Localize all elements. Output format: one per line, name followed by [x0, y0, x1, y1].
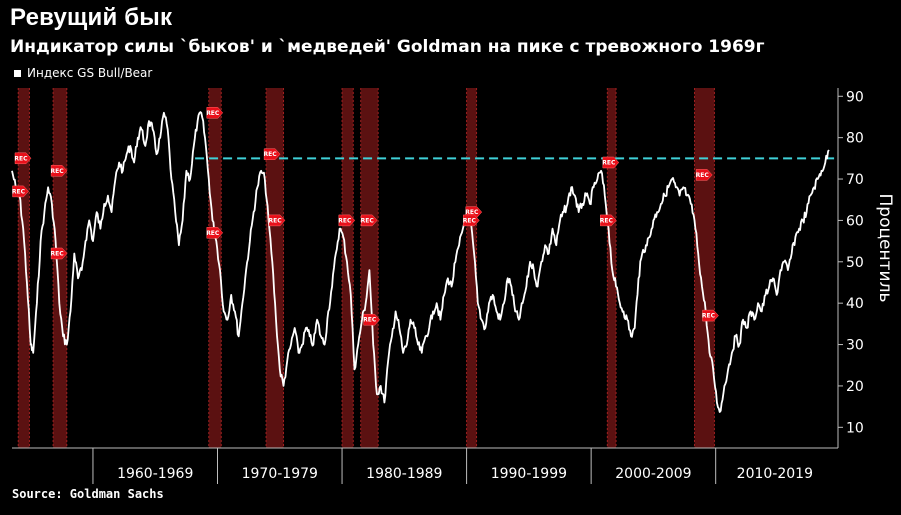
y-tick-label-90: 90	[846, 89, 864, 105]
y-tick-label-60: 60	[846, 213, 864, 229]
rec-marker-13	[602, 156, 620, 169]
y-tick-label-10: 10	[846, 420, 864, 436]
recession-bands	[17, 88, 715, 448]
rec-marker-label-6: REC	[263, 151, 277, 158]
rec-marker-label-3: REC	[51, 251, 65, 258]
chart-subtitle: Индикатор силы `быков' и `медведей' Gold…	[10, 37, 765, 57]
rec-marker-4	[206, 107, 224, 119]
y-tick-label-20: 20	[846, 379, 864, 395]
rec-marker-label-5: REC	[206, 230, 220, 237]
y-tick-label-30: 30	[846, 338, 864, 354]
rec-marker-label-1: REC	[12, 188, 26, 195]
rec-marker-label-11: REC	[465, 209, 479, 216]
rec-marker-label-15: REC	[696, 172, 710, 179]
rec-marker-9	[360, 214, 378, 227]
rec-marker-label-8: REC	[338, 217, 352, 224]
y-tick-label-80: 80	[846, 131, 864, 147]
rec-marker-label-14: REC	[600, 217, 614, 224]
y-ticks: 10 20 30 40 50 60 70 80 90	[838, 89, 864, 436]
x-decade-label-2: 1980-1989	[366, 466, 442, 482]
rec-marker-2	[50, 165, 68, 177]
x-decade-label-4: 2000-2009	[615, 466, 691, 482]
y-tick-label-40: 40	[846, 296, 864, 312]
rec-marker-14	[600, 214, 617, 227]
rec-marker-1	[12, 185, 29, 198]
rec-marker-16	[702, 309, 719, 322]
rec-marker-label-10: REC	[363, 317, 377, 324]
rec-marker-7	[268, 214, 286, 227]
recession-band-8	[694, 88, 715, 448]
rec-marker-label-16: REC	[702, 313, 716, 320]
x-decade-label-3: 1990-1999	[491, 466, 567, 482]
y-axis-label: Процентиль	[875, 194, 895, 303]
rec-marker-label-2: REC	[51, 168, 65, 175]
rec-marker-8	[338, 214, 356, 227]
series-line-gs-bull-bear	[11, 111, 830, 413]
x-decade-label-1: 1970-1979	[242, 466, 318, 482]
rec-marker-label-13: REC	[602, 159, 616, 166]
x-decade-label-0: 1960-1969	[117, 466, 193, 482]
recession-band-0	[18, 88, 30, 448]
rec-marker-label-4: REC	[206, 110, 220, 117]
recession-band-2	[208, 88, 222, 448]
rec-marker-3	[50, 247, 68, 260]
rec-marker-5	[206, 227, 224, 239]
recession-band-5	[360, 88, 379, 448]
rec-marker-label-0: REC	[14, 155, 28, 162]
x-decade-label-5: 2010-2019	[737, 466, 813, 482]
recession-band-1	[53, 88, 67, 448]
rec-marker-label-9: REC	[361, 217, 375, 224]
legend-swatch	[14, 69, 21, 77]
legend-label: Индекс GS Bull/Bear	[27, 66, 153, 80]
rec-marker-0	[14, 152, 32, 165]
rec-marker-label-12: REC	[463, 217, 477, 224]
rec-marker-label-7: REC	[268, 217, 282, 224]
legend: Индекс GS Bull/Bear	[14, 66, 152, 80]
rec-marker-10	[363, 313, 381, 326]
rec-marker-12	[463, 214, 480, 227]
chart-title: Ревущий бык	[10, 4, 173, 31]
x-decades: 1960-1969 1970-1979 1980-1989 1990-1999 2000…	[92, 448, 813, 484]
recession-band-6	[466, 88, 477, 448]
y-tick-label-50: 50	[846, 255, 864, 271]
source-note: Source: Goldman Sachs	[12, 487, 164, 501]
rec-marker-15	[695, 169, 713, 181]
recession-band-3	[266, 88, 284, 448]
y-tick-label-70: 70	[846, 172, 864, 188]
rec-marker-6	[263, 148, 281, 160]
